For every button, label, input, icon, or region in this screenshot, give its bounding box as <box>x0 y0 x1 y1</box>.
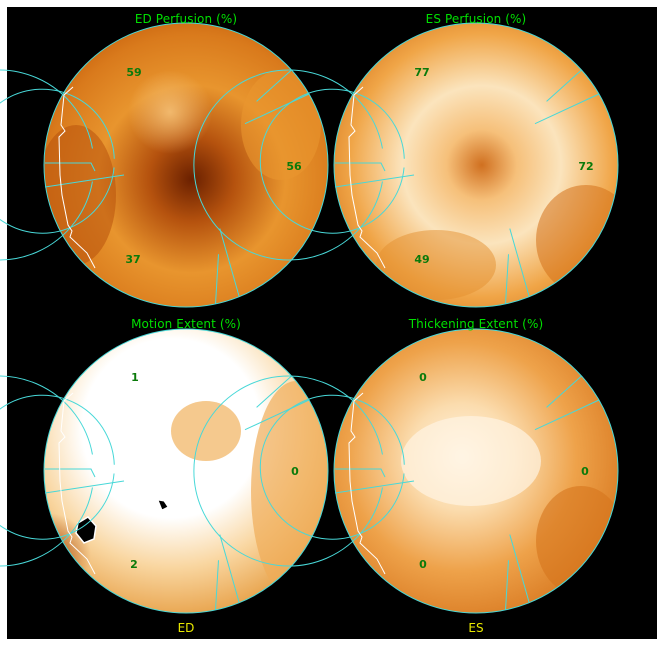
ed-perfusion-inferior-value: 37 <box>125 253 141 266</box>
motion-extent-valve-marker <box>58 392 96 575</box>
ed-perfusion-lateral-value: 56 <box>286 160 302 173</box>
motion-extent-lateral-value: 0 <box>291 465 299 478</box>
es-perfusion-lateral-value: 72 <box>578 160 594 173</box>
thickening-extent-lateral-value: 0 <box>581 465 589 478</box>
thickening-extent-valve-marker <box>348 392 386 575</box>
motion-extent-title: Motion Extent (%) <box>131 317 241 331</box>
es-footer-label: ES <box>468 621 484 635</box>
thickening-extent-inferior-value: 0 <box>419 558 427 571</box>
motion-extent-polar-map <box>0 328 329 614</box>
es-perfusion-anterior-value: 77 <box>414 66 430 79</box>
thickening-extent-anterior-value: 0 <box>419 371 427 384</box>
motion-extent-inferior-value: 2 <box>130 558 138 571</box>
thickening-extent-polar-map <box>193 328 619 614</box>
thickening-extent-title: Thickening Extent (%) <box>408 317 544 331</box>
ed-perfusion-title: ED Perfusion (%) <box>134 12 238 26</box>
es-perfusion-inferior-value: 49 <box>414 253 430 266</box>
ed-perfusion-valve-marker <box>58 86 96 269</box>
es-perfusion-valve-marker <box>348 86 386 269</box>
es-perfusion-title: ES Perfusion (%) <box>425 12 527 26</box>
ed-perfusion-polar-map <box>0 22 329 308</box>
ed-perfusion-anterior-value: 59 <box>126 66 142 79</box>
motion-extent-anterior-value: 1 <box>131 371 139 384</box>
ed-footer-label: ED <box>177 621 195 635</box>
